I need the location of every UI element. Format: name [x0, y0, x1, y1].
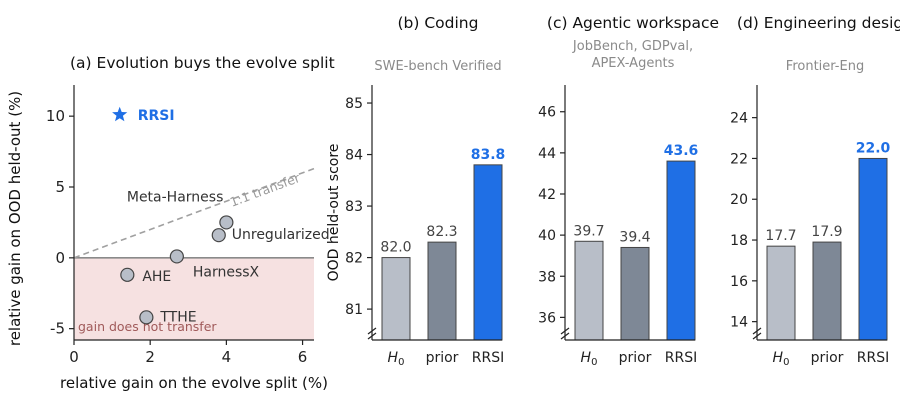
y-tick-label: -5 — [50, 320, 65, 338]
bar — [473, 164, 503, 341]
point-star — [112, 106, 128, 122]
axis-break — [367, 327, 377, 335]
y-tick-label: 36 — [538, 310, 556, 326]
y-tick-label: 81 — [345, 302, 363, 318]
chart-subtitle: APEX-Agents — [592, 56, 675, 71]
point — [219, 215, 234, 230]
axis-break — [367, 332, 377, 340]
axis-break — [752, 327, 762, 335]
y-tick-label: 14 — [730, 315, 748, 331]
y-tick-label: 44 — [538, 146, 556, 162]
point — [139, 310, 154, 325]
chart-subtitle: Frontier-Eng — [786, 59, 864, 74]
point — [120, 267, 135, 282]
bar-value-label: 17.9 — [811, 224, 842, 240]
y-tick-label: 5 — [55, 178, 65, 196]
bar — [812, 241, 842, 341]
x-tick-label: H0 — [388, 350, 405, 368]
y-tick-label: 24 — [730, 111, 748, 127]
y-tick-label: 42 — [538, 187, 556, 203]
chart-subtitle: SWE-bench Verified — [374, 59, 501, 74]
point-label: AHE — [142, 269, 171, 285]
point-label: Meta-Harness — [127, 189, 224, 205]
x-tick-label: H0 — [773, 350, 790, 368]
shaded-region — [74, 257, 314, 340]
y-tick-label: 38 — [538, 269, 556, 285]
x-tick-label: prior — [811, 350, 844, 366]
point — [211, 228, 226, 243]
y-tick-label: 46 — [538, 105, 556, 121]
bar-value-label: 17.7 — [765, 228, 796, 244]
bar-value-label: 39.4 — [619, 229, 650, 245]
bar — [620, 246, 650, 341]
x-tick-label: RRSI — [857, 350, 889, 366]
reference-line-label: 1:1 transfer — [228, 170, 303, 210]
x-tick-label: prior — [619, 350, 652, 366]
panel-a: 1:1 transfer gain does not transfer 0 2 4 6 -5… — [6, 54, 335, 392]
x-tick-label: H0 — [581, 350, 598, 368]
y-tick-label: 18 — [730, 233, 748, 249]
point-label: TTHE — [159, 309, 196, 325]
panel-d: (d) Engineering design Frontier-Eng 17.7 17… — [730, 14, 900, 341]
point-label: Unregularized — [232, 227, 330, 243]
bar-value-label: 39.7 — [573, 223, 604, 239]
x-tick-label: prior — [426, 350, 459, 366]
chart-title: (d) Engineering design — [737, 14, 900, 32]
y-tick-label: 85 — [345, 96, 363, 112]
x-tick-label: 2 — [145, 348, 155, 366]
y-tick-label: 22 — [730, 151, 748, 167]
x-tick-label: 6 — [298, 348, 308, 366]
y-tick-label: 0 — [55, 249, 65, 267]
shaded-region-label: gain does not transfer — [78, 319, 217, 334]
bar-value-label: 43.6 — [664, 143, 699, 159]
x-tick-label: RRSI — [665, 350, 697, 366]
axis-break — [560, 327, 570, 335]
chart-subtitle: JobBench, GDPval, — [572, 39, 693, 54]
y-tick-label: 83 — [345, 199, 363, 215]
bar-value-label: 83.8 — [471, 147, 506, 163]
x-tick-label: 4 — [222, 348, 232, 366]
y-tick-label: 16 — [730, 274, 748, 290]
bar-value-label: 22.0 — [856, 140, 891, 156]
x-tick-label: 0 — [69, 348, 79, 366]
x-tick-label: RRSI — [472, 350, 504, 366]
y-tick-label: 10 — [46, 107, 65, 125]
panel-c: (c) Agentic workspace JobBench, GDPval, AP… — [538, 14, 719, 341]
bar — [858, 157, 888, 341]
panel-b: (b) Coding SWE-bench Verified 82.0 82.3 83.8… — [326, 14, 506, 341]
y-tick-label: 40 — [538, 228, 556, 244]
bar — [666, 160, 696, 341]
chart-title: (a) Evolution buys the evolve split — [70, 54, 335, 72]
axis-break — [752, 332, 762, 340]
chart-title: (b) Coding — [398, 14, 479, 32]
y-tick-label: 82 — [345, 251, 363, 267]
point-label: RRSI — [138, 108, 175, 124]
bar-value-label: 82.0 — [380, 240, 411, 256]
bar — [427, 241, 457, 341]
bar — [381, 257, 411, 341]
y-tick-label: 20 — [730, 192, 748, 208]
axis-break — [560, 332, 570, 340]
bar-value-label: 82.3 — [426, 224, 457, 240]
x-axis-label: relative gain on the evolve split (%) — [60, 374, 328, 392]
chart-title: (c) Agentic workspace — [547, 14, 719, 32]
y-axis-label: relative gain on OOD held-out (%) — [6, 91, 24, 346]
y-axis-label: OOD held-out score — [326, 144, 342, 282]
point — [169, 249, 184, 264]
reference-line — [73, 167, 315, 259]
y-tick-label: 84 — [345, 148, 363, 164]
bar — [574, 240, 604, 341]
point-label: HarnessX — [193, 264, 260, 280]
bar — [766, 245, 796, 341]
